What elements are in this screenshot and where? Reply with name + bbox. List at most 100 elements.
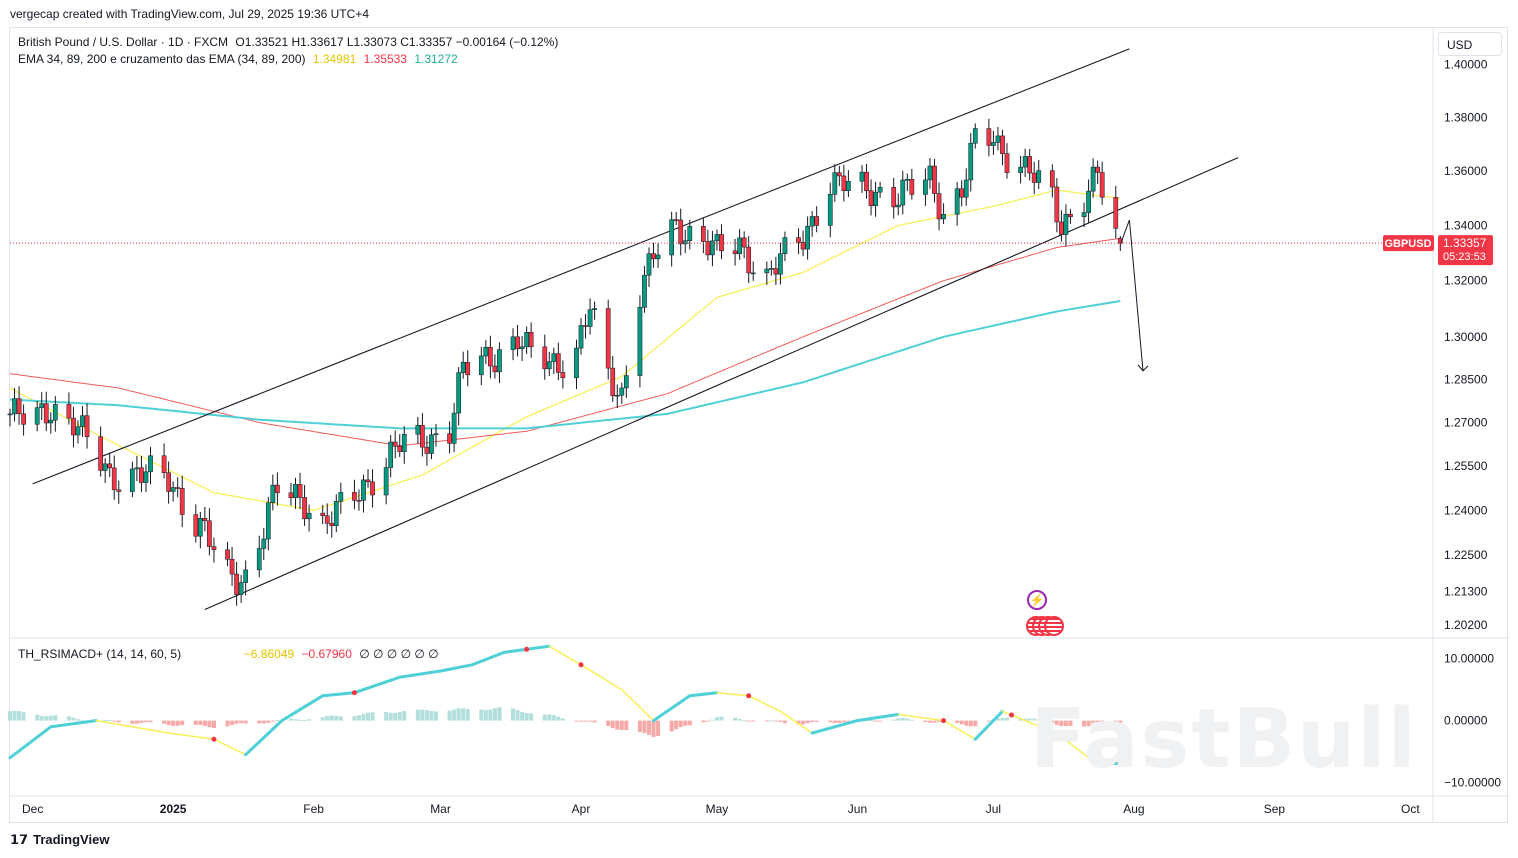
projection-arrowhead <box>1137 364 1149 372</box>
candle-body <box>102 463 108 471</box>
oscillator-histogram-bar <box>275 719 280 721</box>
price-tick-label: 1.36000 <box>1444 164 1488 178</box>
candle <box>1063 204 1069 247</box>
candle <box>637 295 643 388</box>
candle-body <box>320 512 326 517</box>
oscillator-histogram-bar <box>17 711 22 721</box>
oscillator-histogram-bar <box>334 715 339 721</box>
oscillator-histogram-bar <box>814 720 819 722</box>
candle-body <box>972 128 978 144</box>
candle-body <box>211 546 217 551</box>
channel-upper-line <box>32 48 1130 485</box>
oscillator-histogram-bar <box>230 720 235 726</box>
time-tick-label: Jul <box>986 802 1001 816</box>
candle <box>1027 148 1033 181</box>
candle <box>7 408 13 427</box>
indicator-value-rest: ∅ ∅ ∅ ∅ ∅ ∅ <box>359 647 439 661</box>
candle-body <box>1095 166 1100 173</box>
oscillator-histogram-bar <box>202 720 207 726</box>
oscillator-line-segment <box>906 714 913 718</box>
oscillator-histogram-bar <box>1018 718 1023 721</box>
candle <box>836 165 842 186</box>
oscillator-histogram-bar <box>1091 720 1096 727</box>
oscillator-line-segment <box>607 680 614 685</box>
oscillator-line-segment <box>190 735 197 738</box>
currency-button[interactable]: USD <box>1438 32 1502 56</box>
candle <box>510 328 516 361</box>
oscillator-line-segment <box>158 730 165 733</box>
oscillator-histogram-bar <box>302 720 307 722</box>
oscillator-histogram-bar <box>619 720 624 731</box>
price-tick-label: 1.40000 <box>1444 58 1488 72</box>
candle <box>701 217 706 254</box>
time-tick-label: Sep <box>1264 802 1286 816</box>
candle-body <box>954 188 960 215</box>
time-tick-label: Apr <box>572 802 591 816</box>
oscillator-line-segment <box>589 669 596 674</box>
oscillator-histogram-bar <box>900 717 905 721</box>
candle-body <box>673 219 679 221</box>
candle-body <box>574 347 579 379</box>
candle <box>710 230 715 267</box>
candle <box>904 173 910 192</box>
oscillator-line-segment <box>639 706 646 713</box>
oscillator-line-segment <box>892 712 900 717</box>
oscillator-histogram-bar <box>356 715 361 721</box>
candle-body <box>130 468 135 492</box>
oscillator-line-segment <box>181 734 188 737</box>
candle-body <box>623 375 629 389</box>
oscillator-line-segment <box>548 645 555 650</box>
candle-body <box>895 204 901 208</box>
oscillator-histogram-bar <box>429 711 434 721</box>
candle <box>932 158 937 203</box>
candle-body <box>433 433 439 436</box>
oscillator-line-segment <box>757 699 764 704</box>
candle-body <box>701 225 706 242</box>
oscillator-histogram-bar <box>1000 718 1005 721</box>
oscillator-histogram-bar <box>1050 720 1055 724</box>
oscillator-line-segment <box>965 733 972 738</box>
oscillator-signal-dot <box>351 690 357 696</box>
candle <box>1031 161 1037 195</box>
candle <box>338 482 344 514</box>
candle <box>293 477 298 509</box>
oscillator-signal-dot <box>211 736 217 742</box>
footer-brand[interactable]: 𝟭𝟳 TradingView <box>10 832 109 848</box>
oscillator-histogram-bar <box>492 708 497 721</box>
candle-body <box>719 234 724 252</box>
candle <box>655 243 661 269</box>
candle-body <box>7 413 13 416</box>
oscillator-histogram-bar <box>112 720 117 722</box>
candle-body <box>556 353 561 373</box>
oscillator-histogram-bar <box>683 720 688 726</box>
candle-body <box>1031 172 1037 183</box>
candle-body <box>329 523 335 526</box>
candle-body <box>796 237 801 243</box>
oscillator-line-segment <box>929 717 936 721</box>
candle <box>497 342 502 384</box>
candle-body <box>39 403 45 408</box>
oscillator-line-segment <box>557 650 564 655</box>
lightning-icon[interactable]: ⚡ <box>1027 590 1047 610</box>
candle <box>927 157 933 189</box>
candle-body <box>1000 135 1005 154</box>
tradingview-logo-icon: 𝟭𝟳 <box>10 832 29 847</box>
price-tick-label: 1.21300 <box>1444 584 1488 598</box>
candle-body <box>66 404 72 419</box>
price-tick-label: 1.34000 <box>1444 218 1488 232</box>
candle <box>528 322 534 358</box>
oscillator-histogram-bar <box>746 720 751 722</box>
candle <box>1059 210 1064 242</box>
candle-body <box>352 492 357 501</box>
candle-body <box>637 307 643 376</box>
candle <box>750 261 756 281</box>
indicator-value-1: −6.86049 <box>243 647 295 661</box>
candle <box>678 208 684 256</box>
candle <box>333 494 339 533</box>
oscillator-histogram-bar <box>574 720 579 722</box>
price-tick-label: 1.20200 <box>1444 618 1488 632</box>
ema-line-3 <box>9 300 1121 430</box>
oscillator-histogram-bar <box>773 720 778 722</box>
candle-body <box>98 436 103 471</box>
